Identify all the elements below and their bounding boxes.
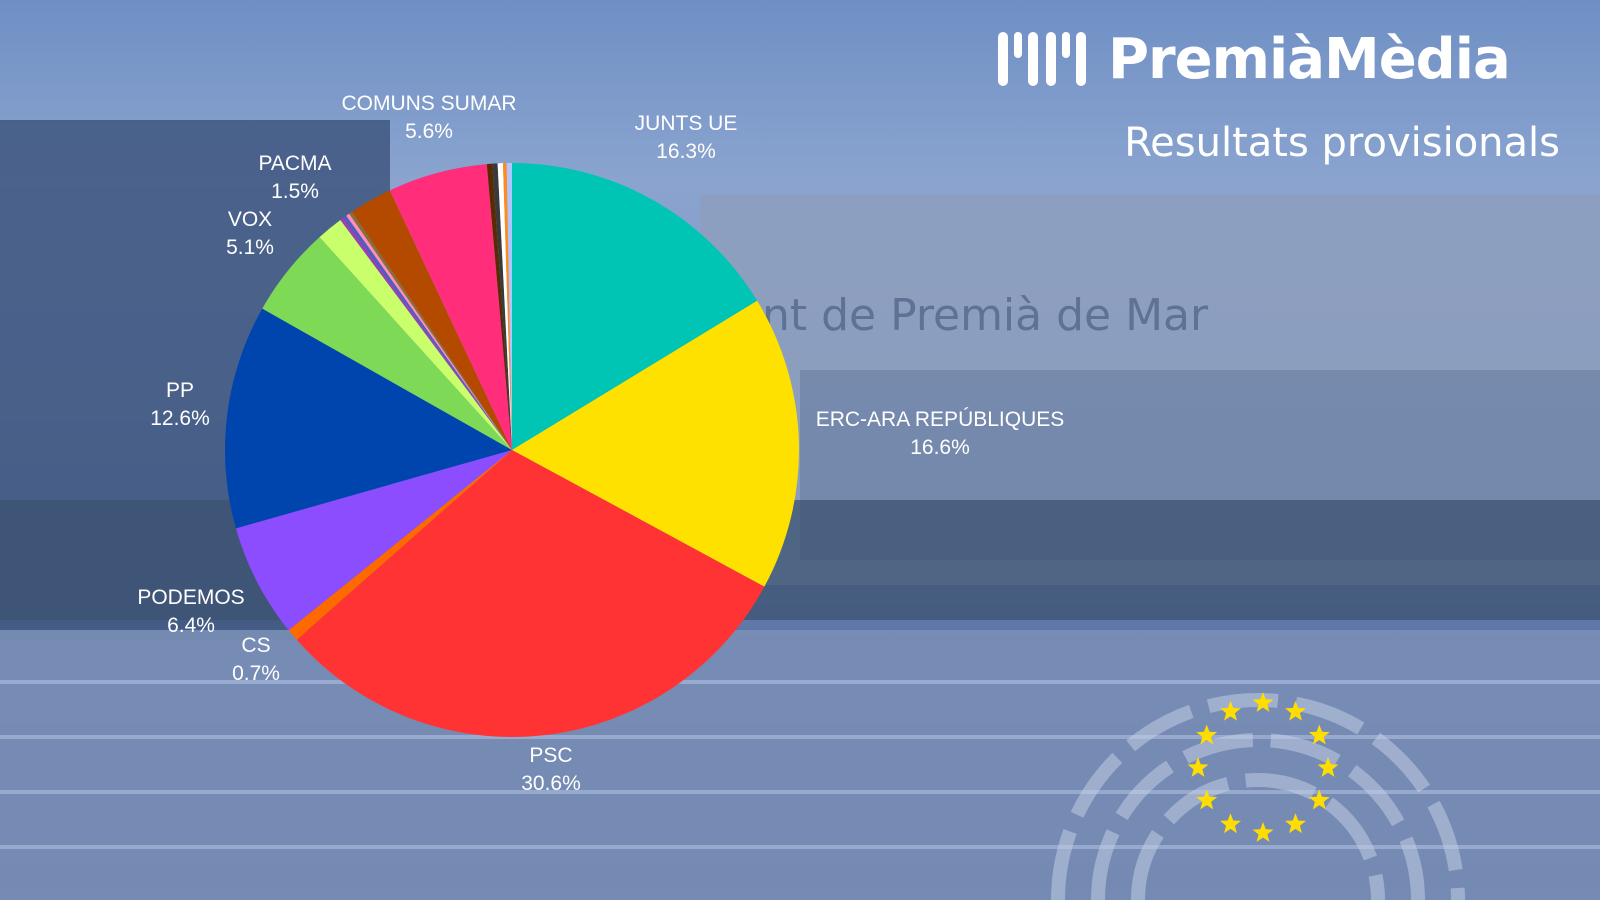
pie-slice-minor-15 [492, 163, 512, 450]
slice-name-label: PODEMOS [137, 586, 244, 609]
slice-value-label: 5.1% [226, 236, 274, 259]
pie-labels: JUNTS UE 16.3% ERC-ARA REPÚBLIQUES 16.6% PSC… [137, 92, 1064, 795]
slice-value-label: 12.6% [150, 407, 210, 430]
pie-slice-minor-18 [506, 163, 512, 450]
pie-slice-minor-9 [343, 215, 512, 450]
slice-name-label: PACMA [258, 152, 331, 175]
slice-value-label: 1.5% [271, 180, 319, 203]
slice-name-label: PSC [529, 744, 572, 767]
brand-name: PremiàMèdia [1108, 26, 1511, 92]
page-subtitle: Resultats provisionals [1124, 120, 1560, 166]
eu-star-icon [1187, 757, 1209, 777]
pie-slice-psc [296, 450, 765, 737]
eu-star-icon [1220, 813, 1241, 834]
pie-slice-minor-14 [486, 163, 512, 450]
eu-star-icon [1220, 700, 1241, 721]
eu-star-icon [1308, 789, 1330, 810]
eu-star-icon [1252, 822, 1274, 842]
eu-stars [1187, 692, 1339, 842]
slice-name-label: COMUNS SUMAR [341, 92, 516, 115]
eu-star-icon [1308, 724, 1330, 745]
eu-star-icon [1252, 692, 1274, 712]
eu-star-icon [1317, 757, 1339, 777]
pie-slice-minor-16 [497, 163, 512, 451]
slice-name-label: JUNTS UE [635, 112, 738, 135]
slice-value-label: 5.6% [405, 120, 453, 143]
slice-value-label: 30.6% [521, 772, 581, 795]
pie-slice-pp [224, 308, 512, 529]
brand-logo: PremiàMèdia [998, 26, 1511, 92]
pie-slice-minor-17 [502, 163, 512, 451]
premia-media-logo-icon [998, 32, 1086, 86]
eu-star-icon [1196, 789, 1218, 810]
building-sign: nt de Premià de Mar [762, 290, 1209, 341]
slice-name-label: VOX [228, 208, 272, 231]
slice-value-label: 6.4% [167, 614, 215, 637]
slice-name-label: ERC-ARA REPÚBLIQUES [816, 408, 1065, 431]
pie-slice-minor-10 [346, 213, 512, 450]
pie-slice-minor-11 [349, 211, 512, 450]
slice-value-label: 0.7% [232, 662, 280, 685]
pie-slice-podemos [235, 450, 512, 631]
eu-parliament-emblem-icon [1051, 692, 1465, 900]
pie-slice-cs [288, 450, 512, 640]
pie-slice-minor-12 [352, 190, 512, 450]
pie-slice-vox [262, 237, 512, 450]
pie-slice-comuns-sumar [389, 164, 512, 450]
eu-star-icon [1285, 813, 1306, 834]
pie-slices [224, 163, 799, 737]
slice-name-label: CS [241, 634, 270, 657]
eu-star-icon [1285, 700, 1306, 721]
pie-slice-erc-ara-rep-bliques [512, 300, 799, 587]
slice-value-label: 16.6% [910, 436, 970, 459]
eu-star-icon [1196, 724, 1218, 745]
pie-slice-minor-8 [340, 217, 512, 450]
pie-slice-pacma [319, 219, 512, 450]
slice-value-label: 16.3% [656, 140, 716, 163]
slice-name-label: PP [166, 379, 194, 402]
pie-slice-junts-ue [512, 163, 758, 450]
